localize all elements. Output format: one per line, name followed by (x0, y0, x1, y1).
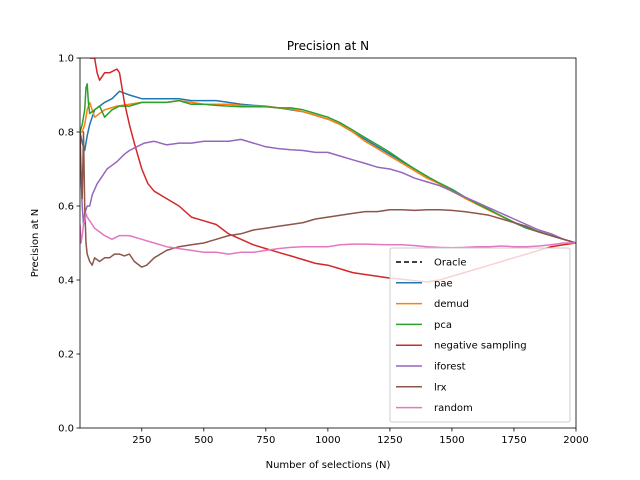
chart-title: Precision at N (287, 39, 369, 53)
x-tick-label: 1250 (377, 435, 402, 446)
y-tick-label: 0.8 (58, 128, 74, 139)
legend-label-demud: demud (434, 299, 469, 310)
y-tick-label: 0.2 (58, 350, 74, 361)
legend-label-lrx: lrx (434, 382, 447, 393)
legend: Oracle pae demud pca negative sampling ifores… (389, 247, 571, 423)
y-axis-label: Precision at N (30, 209, 41, 278)
legend-label-iforest: iforest (434, 362, 466, 373)
y-tick-label: 0.6 (58, 202, 74, 213)
legend-box (389, 247, 571, 423)
y-tick-label: 1.0 (58, 54, 74, 65)
x-axis-ticks: 250 500 750 1000 1250 1500 1750 2000 (132, 428, 589, 446)
legend-label-random: random (434, 403, 473, 414)
y-tick-label: 0.0 (58, 424, 74, 435)
x-tick-label: 1000 (315, 435, 340, 446)
y-tick-label: 0.4 (58, 276, 74, 287)
series-line-pca (80, 83, 576, 244)
legend-label-pae: pae (434, 278, 453, 289)
x-axis-label: Number of selections (N) (266, 460, 391, 471)
y-axis-ticks: 0.0 0.2 0.4 0.6 0.8 1.0 (58, 54, 80, 435)
series-line-lrx (80, 131, 576, 268)
legend-label-oracle: Oracle (434, 258, 467, 269)
legend-label-pca: pca (434, 320, 452, 331)
x-tick-label: 250 (132, 435, 151, 446)
legend-label-negative-sampling: negative sampling (434, 341, 527, 352)
series-line-random (80, 212, 576, 255)
x-tick-label: 1500 (439, 435, 464, 446)
series-line-iforest (80, 138, 576, 244)
x-tick-label: 750 (256, 435, 275, 446)
x-tick-label: 1750 (501, 435, 526, 446)
x-tick-label: 2000 (563, 435, 588, 446)
x-tick-label: 500 (194, 435, 213, 446)
